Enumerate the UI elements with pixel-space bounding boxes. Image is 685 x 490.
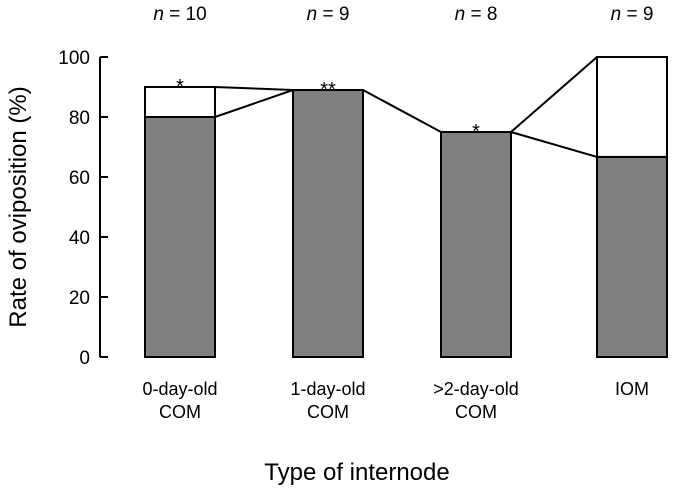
y-tick-label: 0	[79, 348, 90, 369]
category-labels: n = 10 n = 9 n = 8 n = 9 0-day-old COM 1-day-o…	[142, 4, 653, 422]
y-tick-label: 60	[69, 168, 90, 189]
connector-total	[510, 56, 598, 133]
y-tick-label: 100	[58, 48, 90, 69]
category-label: IOM	[615, 379, 649, 399]
category-label: >2-day-old	[433, 379, 519, 399]
sample-size-label: n = 9	[307, 4, 350, 25]
significance-marker: *	[472, 121, 480, 143]
bar-lower	[440, 131, 512, 358]
y-axis: 0 20 40 60 80 100	[58, 48, 108, 369]
y-tick-label: 40	[69, 228, 90, 249]
sample-size-label: n = 10	[153, 4, 206, 25]
sample-size-label: n = 8	[455, 4, 498, 25]
bar-lower	[596, 155, 668, 358]
bar-upper	[144, 86, 216, 118]
connector-lower	[214, 89, 294, 118]
bar-lower	[144, 116, 216, 358]
y-tick-label: 20	[69, 288, 90, 309]
significance-marker: *	[176, 76, 184, 98]
connector-lower	[510, 131, 598, 158]
x-axis-title: Type of internode	[264, 459, 449, 486]
connector-total	[362, 89, 442, 133]
y-tick-label: 80	[69, 108, 90, 129]
connector-total	[214, 86, 294, 91]
bar-upper	[596, 56, 668, 158]
significance-marker: **	[320, 79, 336, 101]
bars: * ***	[144, 56, 668, 358]
category-label: 1-day-old	[290, 379, 365, 399]
category-label: 0-day-old	[142, 379, 217, 399]
y-axis-title: Rate of oviposition (%)	[5, 86, 32, 327]
category-label: COM	[455, 402, 497, 422]
category-label: COM	[307, 402, 349, 422]
sample-size-label: n = 9	[611, 4, 654, 25]
category-label: COM	[159, 402, 201, 422]
bar-lower	[292, 89, 364, 358]
